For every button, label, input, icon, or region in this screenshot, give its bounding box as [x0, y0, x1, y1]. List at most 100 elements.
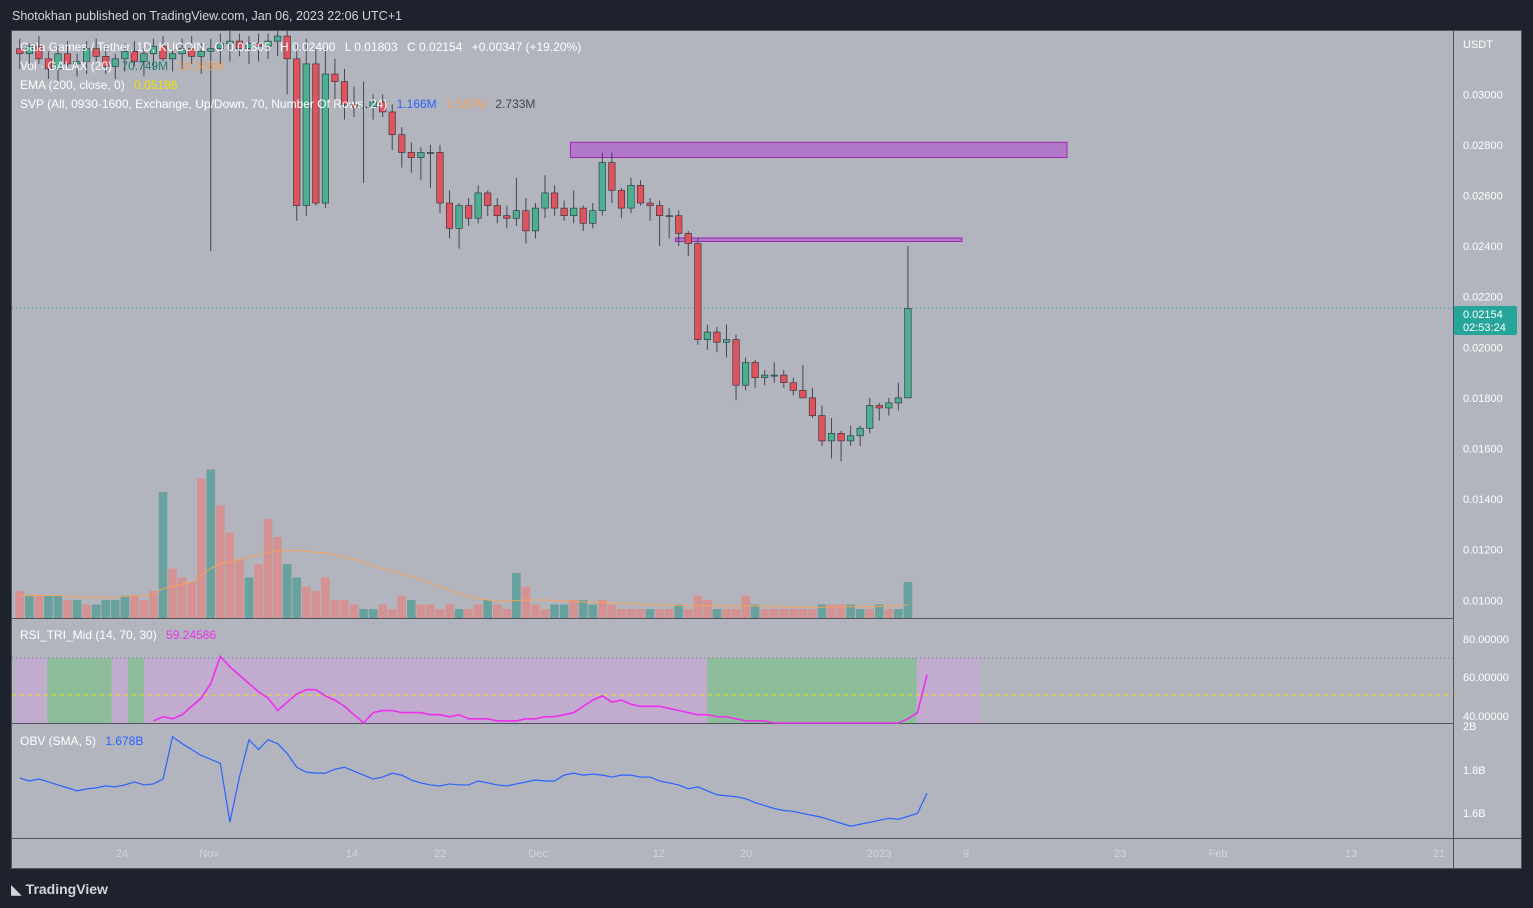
price-tick-label: 0.02000: [1463, 342, 1503, 354]
volume-bar: [44, 595, 53, 618]
volume-bar: [407, 600, 416, 618]
candle-body: [264, 40, 272, 47]
rsi-tick-60: 60.00000: [1463, 672, 1509, 684]
obv-pane[interactable]: [12, 724, 1453, 838]
volume-bar: [53, 595, 63, 618]
rsi-zone: [15, 658, 48, 723]
volume-bar: [187, 582, 196, 618]
candle-body: [63, 53, 72, 65]
top-bar: Shotokhan published on TradingView.com, …: [0, 0, 1533, 30]
candle-body: [73, 61, 81, 65]
volume-bar: [311, 591, 321, 618]
rsi-zone: [916, 658, 981, 723]
resistance-zone: [569, 141, 1068, 159]
price-tick-label: 0.01600: [1463, 443, 1503, 455]
candle-body: [159, 45, 167, 60]
ema-legend[interactable]: EMA (200, close, 0) 0.05196: [20, 78, 178, 92]
tradingview-logo[interactable]: ◣ TradingView: [11, 881, 108, 898]
candle-body: [503, 215, 511, 219]
volume-bar: [808, 609, 817, 618]
time-tick-label: 13: [1345, 848, 1357, 860]
candle-layer: [16, 31, 912, 462]
volume-bar: [168, 568, 177, 618]
price-pane[interactable]: [12, 31, 1453, 618]
price-axis[interactable]: [1454, 31, 1521, 838]
volume-bar: [789, 609, 798, 618]
volume-bar: [273, 537, 282, 618]
chart-svg[interactable]: USDT 0.03000 0.02800 0.02600 0.02400 0.02200…: [12, 31, 1521, 868]
rsi-zone: [111, 658, 128, 723]
svp-down-value: 1.567M: [446, 97, 486, 111]
candle-body: [121, 50, 129, 60]
svp-legend-label: SVP (All, 0930-1600, Exchange, Up/Down, …: [20, 97, 387, 111]
candle-body: [226, 40, 234, 44]
obv-legend[interactable]: OBV (SMA, 5) 1.678B: [20, 734, 143, 748]
price-tick-label: 0.01200: [1463, 545, 1503, 557]
candle-body: [818, 415, 826, 442]
rsi-zone: [47, 658, 112, 723]
rsi-legend[interactable]: RSI_TRI_Mid (14, 70, 30) 59.24586: [20, 628, 216, 642]
volume-bar: [798, 609, 808, 618]
volume-bar: [559, 604, 569, 618]
symbol-legend[interactable]: Gala Games / Tether, 1D, KUCOIN O 0.0180…: [20, 40, 581, 54]
candle-body: [808, 397, 816, 416]
price-tick-label: 0.01000: [1463, 595, 1503, 607]
obv-tick-1-8b: 1.8B: [1463, 765, 1486, 777]
candle-body: [178, 48, 186, 55]
candle-body: [904, 308, 912, 399]
svp-total-value: 2.733M: [495, 97, 535, 111]
volume-bar: [512, 573, 521, 618]
candle-body: [426, 152, 434, 154]
candle-body: [16, 48, 24, 55]
volume-legend[interactable]: Vol · GALAX (20) 70.749M 19.246M: [20, 59, 224, 73]
candle-body: [283, 35, 291, 60]
candle-body: [742, 362, 750, 386]
volume-bar: [110, 600, 120, 618]
last-price-tag[interactable]: [1454, 306, 1517, 335]
candle-body: [627, 185, 635, 209]
volume-bar: [617, 609, 626, 618]
volume-bar: [378, 604, 387, 618]
volume-bar: [502, 609, 512, 618]
time-tick-label: 22: [434, 848, 446, 860]
volume-bar: [722, 609, 731, 618]
volume-bar: [588, 604, 598, 618]
volume-bar: [139, 600, 149, 618]
svp-legend[interactable]: SVP (All, 0930-1600, Exchange, Up/Down, …: [20, 97, 535, 111]
volume-bar: [82, 604, 91, 618]
candle-body: [302, 63, 310, 206]
candle-body: [484, 192, 492, 206]
time-tick-label: 24: [116, 848, 128, 860]
candle-body: [646, 202, 654, 206]
volume-bar: [626, 609, 636, 618]
volume-bar: [340, 600, 349, 618]
candle-body: [713, 331, 721, 343]
tradingview-brand: TradingView: [25, 881, 108, 897]
rsi-legend-label: RSI_TRI_Mid (14, 70, 30): [20, 628, 157, 642]
candle-body: [111, 58, 119, 67]
volume-bar: [492, 604, 502, 618]
time-tick-label: Nov: [199, 848, 219, 860]
volume-legend-label: Vol · GALAX (20): [20, 59, 112, 73]
volume-bar: [63, 600, 72, 618]
volume-bar: [349, 604, 359, 618]
candle-body: [35, 45, 43, 60]
price-tick-label: 0.02200: [1463, 292, 1503, 304]
volume-bar: [34, 595, 44, 618]
volume-ma-value: 19.246M: [177, 59, 224, 73]
volume-bar: [435, 609, 445, 618]
candle-body: [598, 162, 606, 211]
price-tick-layer: 0.03000 0.02800 0.02600 0.02400 0.02200 0.020…: [1463, 89, 1503, 607]
candle-body: [675, 215, 683, 234]
chart-frame[interactable]: USDT 0.03000 0.02800 0.02600 0.02400 0.02200…: [11, 30, 1522, 869]
volume-bar: [865, 609, 875, 618]
candle-body: [761, 374, 769, 378]
volume-bar: [244, 577, 254, 618]
candle-body: [694, 243, 702, 340]
time-tick-label: 9: [963, 848, 969, 860]
candle-body: [522, 210, 530, 232]
volume-bar: [779, 609, 789, 618]
candle-body: [493, 205, 501, 217]
candle-body: [894, 397, 902, 404]
svp-up-value: 1.166M: [397, 97, 437, 111]
